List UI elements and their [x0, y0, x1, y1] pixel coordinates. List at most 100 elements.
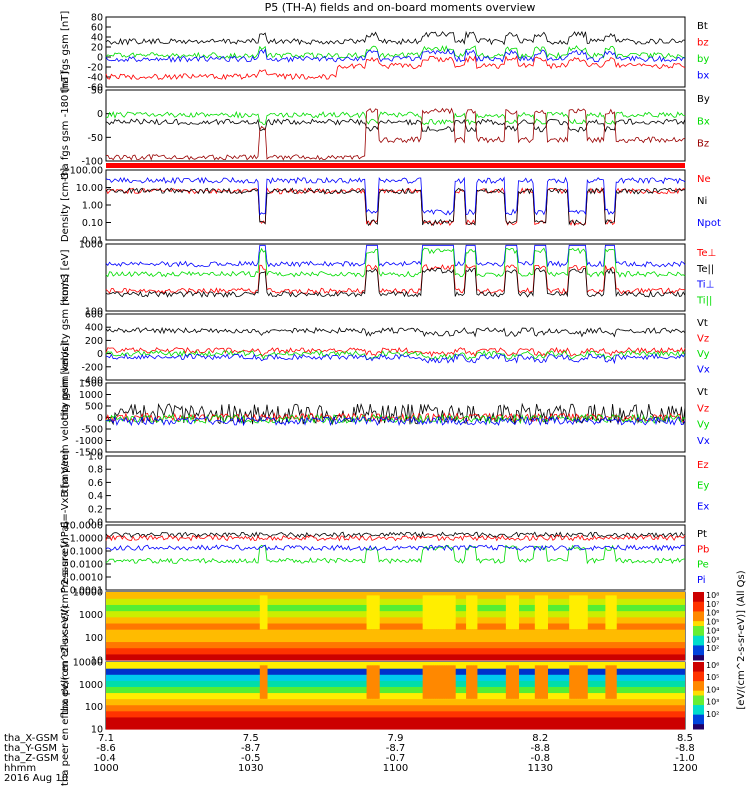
x-tick-label: -0.8	[530, 753, 550, 764]
spectrogram-dip	[569, 665, 572, 699]
y-tick-label: 10	[91, 656, 103, 667]
spectrogram-dip	[507, 665, 510, 699]
spectrogram-dip	[569, 595, 572, 630]
spectrogram-dip	[514, 665, 518, 699]
panel-8: 10.0000 1.0000 0.1000 0.0100 0.0010 0.0001Pre…	[60, 521, 709, 597]
x-tick-label: 8.5	[677, 733, 693, 744]
x-tick-label: -8.7	[241, 743, 261, 754]
spectrogram-band	[106, 629, 685, 636]
panel-frame	[105, 243, 686, 312]
spectrogram-dip	[534, 595, 538, 630]
y-tick-label: 100	[85, 307, 103, 318]
spectrogram-dip	[605, 595, 608, 630]
colorbar: 10⁸10⁷10⁶10⁵10⁴10³10²10⁶10⁵10⁴10³10²[eV/…	[693, 570, 747, 730]
spectrogram-dip	[424, 595, 427, 630]
spectrogram-dip	[475, 665, 478, 699]
spectrogram-band	[106, 592, 685, 599]
spectrogram-dip	[422, 665, 425, 699]
legend-Npot: Npot	[697, 218, 721, 229]
spectrogram-dip	[368, 595, 371, 630]
spectrogram-dip	[574, 595, 577, 630]
spectrogram-dip	[446, 595, 449, 630]
spectrogram-dip	[614, 595, 617, 630]
colorbar-tick: 10²	[706, 644, 719, 653]
legend-Te⊥: Te⊥	[696, 248, 716, 259]
spectrogram-dip	[433, 595, 436, 630]
y-tick-label: 0.0	[88, 518, 103, 529]
panel-frame	[105, 313, 686, 381]
x-tick-label: 1130	[528, 763, 553, 774]
spectrogram-dip	[442, 665, 445, 699]
series-line-Bx	[105, 110, 686, 126]
legend-Bt: Bt	[697, 21, 708, 32]
panel-frame	[105, 16, 686, 88]
spectrogram-dip	[609, 595, 612, 630]
spectrogram-band	[106, 604, 685, 612]
colorbar-swatch	[693, 640, 704, 646]
y-tick-label: 200	[85, 336, 103, 347]
y-tick-label: -50	[87, 133, 103, 144]
x-tick-label: -8.8	[530, 743, 550, 754]
spectrogram-dip	[542, 665, 545, 699]
spectrogram-dip	[542, 595, 545, 630]
spectrogram-band	[106, 598, 685, 605]
spectrogram-dip	[545, 595, 548, 630]
spectrogram-dip	[509, 595, 512, 630]
legend-Ez: Ez	[697, 460, 709, 471]
y-tick-label: 1.0000	[70, 534, 103, 545]
legend-Te||: Te||	[696, 264, 714, 275]
panel-ylabel: tha fgs gsm [nT]	[60, 11, 71, 94]
spectrogram-dip	[580, 665, 583, 699]
spectrogram-dip	[583, 595, 586, 630]
colorbar-swatch	[693, 700, 704, 706]
y-tick-label: 60	[91, 23, 103, 34]
x-tick-label: -0.5	[241, 753, 261, 764]
legend-Pi: Pi	[697, 575, 706, 586]
spectrogram-dip	[534, 665, 538, 699]
y-tick-label: 500	[85, 402, 103, 413]
y-tick-label: 1000	[79, 610, 103, 621]
colorbar-swatch	[693, 626, 704, 632]
legend-bz: bz	[697, 38, 709, 49]
spectrogram-dip	[435, 665, 438, 699]
y-tick-label: 10000	[73, 588, 103, 599]
legend-Ne: Ne	[697, 174, 711, 185]
date-label: 2016 Aug 10	[4, 773, 68, 784]
legend-Ti⊥: Ti⊥	[696, 280, 714, 291]
spectrogram-dip	[540, 665, 543, 699]
series-line-Bt	[105, 30, 686, 46]
panel-frame	[105, 524, 686, 591]
spectrogram-dip	[514, 595, 518, 630]
x-tick-label: 1030	[238, 763, 263, 774]
spectrogram-dip	[610, 665, 614, 699]
spectrogram-dip	[576, 665, 579, 699]
spectrogram-dip	[585, 595, 588, 630]
spectrogram-dip	[377, 665, 380, 699]
spectrogram-dip	[513, 595, 516, 630]
status-bar	[106, 163, 685, 168]
spectrogram-dip	[429, 595, 433, 630]
spectrogram-band	[106, 616, 685, 624]
legend-Vy: Vy	[697, 420, 710, 431]
spectrogram-dip	[449, 595, 453, 630]
spectrogram-dip	[605, 665, 608, 699]
spectrogram-dip	[572, 595, 576, 630]
colorbar-tick: 10⁸	[706, 591, 719, 600]
spectrogram-band	[106, 716, 685, 724]
colorbar-swatch	[693, 666, 704, 673]
spectrogram-dip	[437, 595, 440, 630]
spectrogram-dip	[581, 665, 585, 699]
spectrogram-dip	[428, 665, 431, 699]
spectrogram-dip	[261, 665, 264, 699]
panel-ylabel: mom3 [eV]	[60, 249, 71, 305]
spectrogram-dip	[431, 595, 434, 630]
spectrogram-dip	[263, 595, 266, 630]
spectrogram-dip	[259, 665, 263, 699]
y-tick-label: 0	[97, 109, 103, 120]
spectrogram-dip	[509, 665, 512, 699]
y-tick-label: 1000	[79, 680, 103, 691]
y-tick-label: 0	[97, 53, 103, 64]
y-tick-label: -200	[81, 362, 103, 373]
series-line-Pb	[105, 534, 686, 542]
